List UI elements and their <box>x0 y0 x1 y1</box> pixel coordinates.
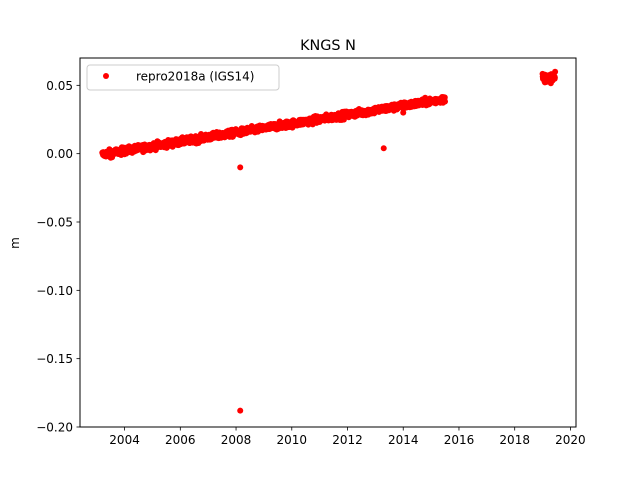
axis-ticks: 2004 2006 2008 2010 2012 2014 2016 2018 2020 −0.2… <box>36 79 585 447</box>
x-tick-label: 2014 <box>388 433 419 447</box>
axes-frame <box>79 57 577 428</box>
outlier-point <box>107 154 114 161</box>
legend: repro2018a (IGS14) <box>86 64 280 91</box>
legend-box <box>86 64 280 91</box>
x-tick-label: 2016 <box>444 433 475 447</box>
legend-label: repro2018a (IGS14) <box>136 70 254 84</box>
x-tick-label: 2010 <box>277 433 308 447</box>
outlier-point <box>237 407 244 414</box>
plot-area <box>99 68 559 414</box>
x-tick-label: 2020 <box>555 433 586 447</box>
x-tick-label: 2004 <box>109 433 140 447</box>
y-tick-label: −0.10 <box>36 284 73 298</box>
y-tick-label: 0.05 <box>46 79 73 93</box>
x-tick-label: 2008 <box>221 433 252 447</box>
y-axis-label: m <box>8 237 22 249</box>
outlier-point <box>400 109 407 116</box>
data-point <box>442 98 449 105</box>
x-tick-label: 2018 <box>499 433 530 447</box>
chart-title: KNGS N <box>300 38 356 54</box>
y-tick-label: −0.15 <box>36 352 73 366</box>
outlier-point <box>237 164 244 171</box>
y-tick-label: 0.00 <box>46 147 73 161</box>
y-tick-label: −0.05 <box>36 216 73 230</box>
x-tick-label: 2012 <box>332 433 363 447</box>
outlier-point <box>380 145 387 152</box>
data-point <box>551 74 558 81</box>
data-point <box>552 68 559 75</box>
legend-marker <box>103 73 109 79</box>
x-tick-label: 2006 <box>165 433 196 447</box>
y-tick-label: −0.20 <box>36 421 73 435</box>
